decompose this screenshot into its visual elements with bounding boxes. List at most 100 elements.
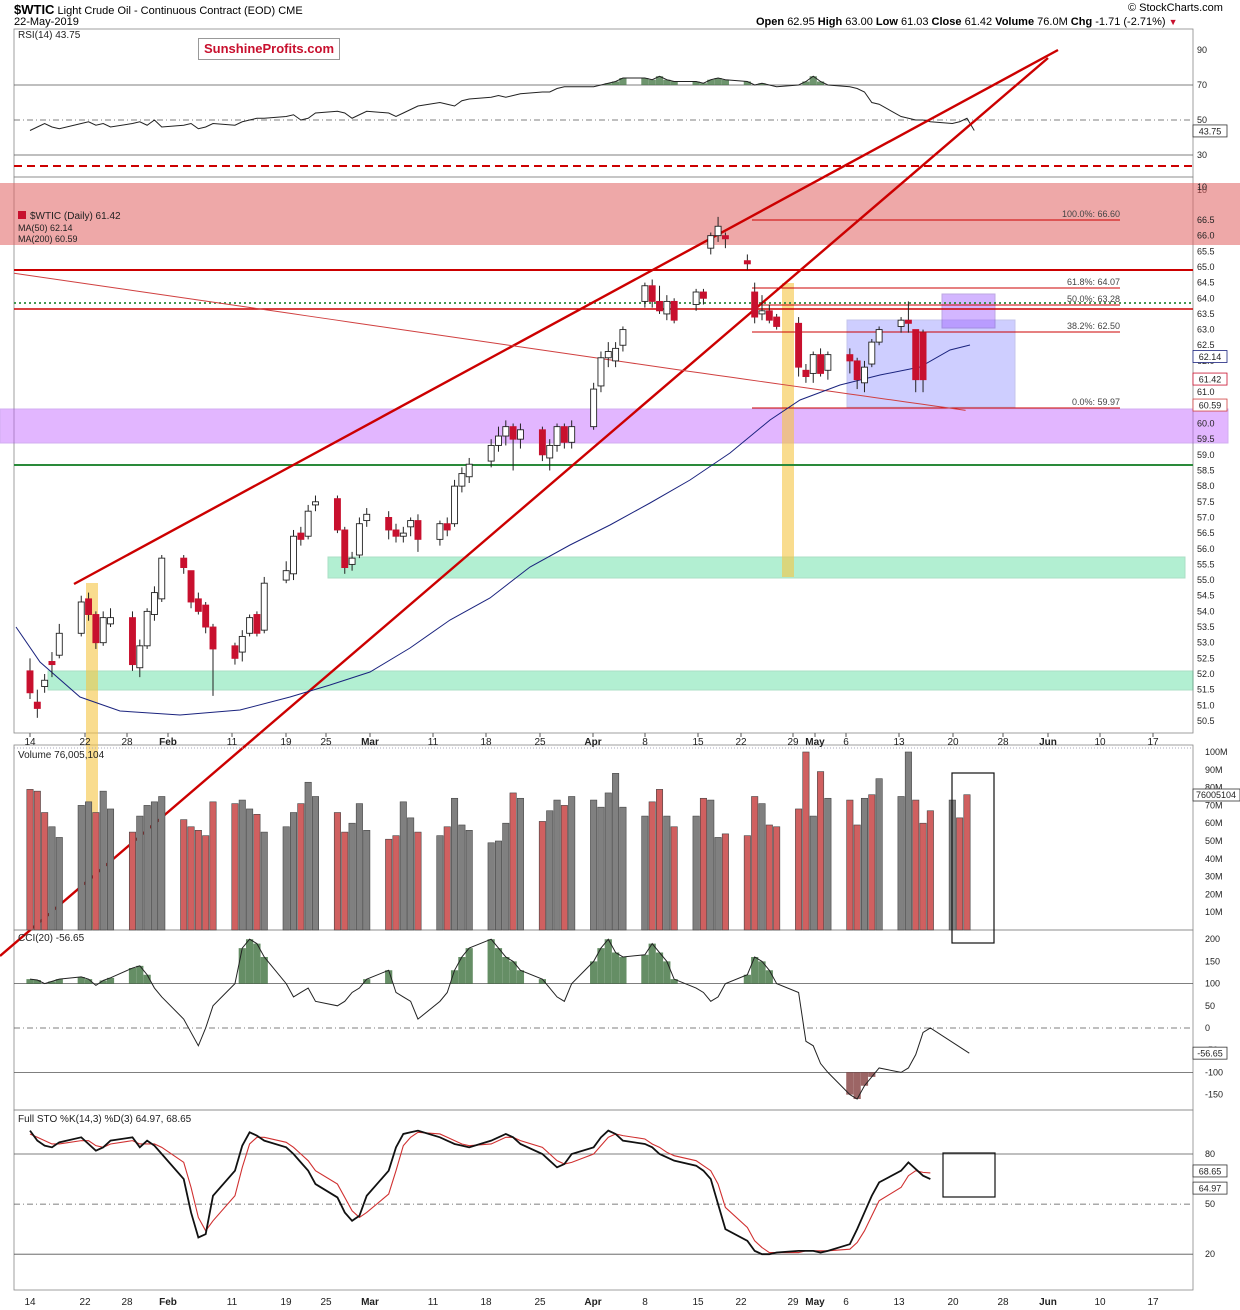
candle-body <box>641 285 649 302</box>
candle-body <box>538 429 546 456</box>
candle <box>407 517 415 537</box>
price-tick: 61.0 <box>1197 387 1215 397</box>
sto-tick: 20 <box>1205 1249 1215 1259</box>
ma50-line <box>15 344 971 716</box>
candle-body <box>143 610 151 647</box>
description: Light Crude Oil - Continuous Contract (E… <box>57 5 276 17</box>
close-current-value-box <box>1192 372 1228 386</box>
candle-body <box>553 426 561 446</box>
candle <box>612 342 620 368</box>
candle-body <box>670 300 678 321</box>
x-axis-label: 6 <box>843 737 849 748</box>
candle-body <box>707 235 715 249</box>
candle <box>604 342 612 368</box>
support-zone-green-lower <box>47 670 1194 691</box>
price-tick: 56.0 <box>1197 544 1215 554</box>
candle <box>553 423 561 452</box>
candle-body <box>282 570 290 581</box>
volume-bar <box>385 838 393 931</box>
candle-body <box>721 235 729 240</box>
candle <box>238 630 246 662</box>
candle-body <box>714 225 722 237</box>
volume-tick: 50M <box>1205 836 1223 846</box>
volume-bar <box>150 801 158 931</box>
candle <box>868 338 876 368</box>
candle-body <box>260 582 268 631</box>
cci-current-value: -56.65 <box>1197 1049 1223 1059</box>
candle-body <box>904 319 912 324</box>
volume-bar <box>516 797 524 931</box>
fib-label-fib_382: 38.2%: 62.50 <box>1067 321 1120 331</box>
x-axis-label-bottom: 28 <box>997 1297 1009 1308</box>
candle-body <box>656 300 663 312</box>
candle-body <box>765 310 773 321</box>
x-axis-label: 18 <box>480 737 492 748</box>
candle <box>341 526 349 574</box>
candle <box>363 508 371 527</box>
volume-bar <box>663 815 671 931</box>
candle <box>399 526 407 543</box>
candle <box>180 555 188 574</box>
candle <box>187 570 195 609</box>
price-tick: 64.0 <box>1197 293 1215 303</box>
candle <box>253 611 261 637</box>
rsi-tick: 90 <box>1197 45 1207 55</box>
cci-tick: 100 <box>1205 979 1220 989</box>
ma50-current-value: 62.14 <box>1199 352 1222 362</box>
candle-body <box>568 426 576 443</box>
price-tick: 62.5 <box>1197 340 1215 350</box>
cci-tick: 150 <box>1205 956 1220 966</box>
candle <box>560 423 568 449</box>
volume-bar <box>451 797 459 931</box>
volume-bar <box>912 799 920 931</box>
price-legend-swatch <box>18 211 26 219</box>
candle <box>707 232 715 255</box>
candle <box>546 439 554 471</box>
candle-body <box>158 557 166 600</box>
x-axis-label-bottom: 11 <box>428 1297 439 1308</box>
volume-bar <box>85 801 93 931</box>
candle-body <box>92 614 100 644</box>
x-axis-label-bottom: 8 <box>642 1297 648 1308</box>
candle-body <box>824 354 832 371</box>
volume-bar <box>355 803 363 931</box>
volume-bar <box>414 831 422 931</box>
candle <box>304 504 312 540</box>
price-tick: 55.0 <box>1197 575 1215 585</box>
volume-bar <box>853 824 861 931</box>
x-axis-label-bottom: 17 <box>1147 1297 1159 1308</box>
candle-body <box>612 347 620 362</box>
rsi-panel: 90 70 50 30 10 RSI(14) 43.75 <box>14 30 1207 195</box>
volume-bar <box>656 789 664 931</box>
support-zone-purple <box>0 408 1229 444</box>
volume-bar <box>465 830 473 931</box>
resistance-zone <box>0 183 1240 245</box>
copyright: © StockCharts.com <box>1128 2 1223 14</box>
candle <box>458 467 466 493</box>
rsi-label: RSI(14) 43.75 <box>18 30 81 41</box>
sto-k-current-value: 64.97 <box>1199 1184 1222 1194</box>
candle <box>55 623 63 659</box>
yellow-highlight-apr <box>782 283 794 577</box>
ma200-current-value-box <box>1192 398 1228 412</box>
candle-body <box>85 598 93 615</box>
candle-body <box>509 426 517 440</box>
candle-body <box>487 444 495 462</box>
volume-bar <box>538 821 546 931</box>
volume-panel: 100M 90M 80M 70M 60M 50M 40M 30M 20M 10M Volume 76… <box>18 747 1240 944</box>
symbol: $WTIC <box>14 2 55 17</box>
price-tick: 63.5 <box>1197 309 1215 319</box>
candle-body <box>436 523 444 540</box>
candle <box>919 329 927 393</box>
candles <box>26 216 927 718</box>
volume-bar <box>802 751 810 931</box>
fib-label-fib_000: 0.0%: 59.97 <box>1072 397 1120 407</box>
candle <box>333 495 341 534</box>
x-axis-label-bottom: Jun <box>1039 1297 1057 1308</box>
candle <box>443 517 451 537</box>
price-tick: 65.0 <box>1197 262 1215 272</box>
volume-bar <box>963 794 971 931</box>
open-label: Open <box>756 16 785 28</box>
